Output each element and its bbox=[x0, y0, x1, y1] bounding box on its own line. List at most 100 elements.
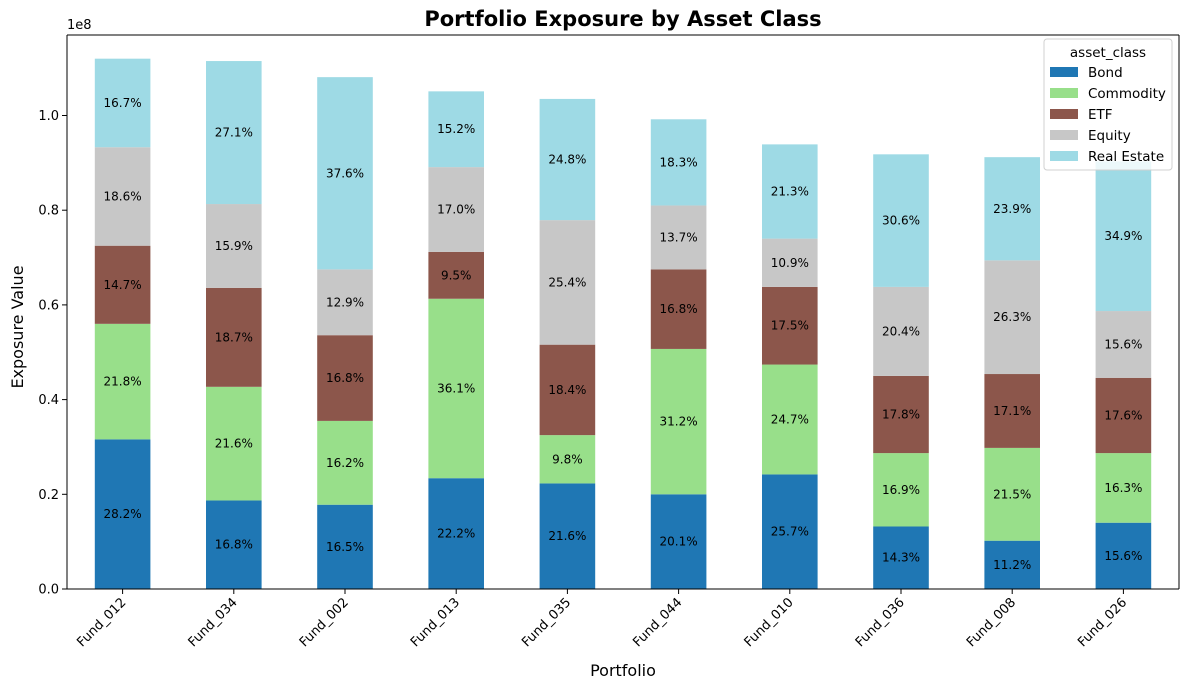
data-label: 24.8% bbox=[548, 153, 586, 167]
bar-etf-fund_034 bbox=[206, 287, 262, 387]
legend-entry-real-estate: Real Estate bbox=[1088, 149, 1164, 165]
x-axis-label: Portfolio bbox=[590, 661, 656, 680]
data-label: 17.0% bbox=[437, 202, 475, 216]
bar-commodity-fund_002 bbox=[317, 420, 373, 505]
legend-entry-etf: ETF bbox=[1088, 107, 1113, 123]
legend-swatch-real-estate bbox=[1050, 151, 1078, 161]
data-label: 20.4% bbox=[882, 324, 920, 338]
bar-real-estate-fund_044 bbox=[650, 119, 707, 206]
x-tick-label: Fund_010 bbox=[742, 595, 797, 650]
data-label: 21.6% bbox=[548, 529, 586, 543]
legend: asset_class Bond Commodity ETF Equity Real Es… bbox=[1043, 38, 1173, 171]
bar-equity-fund_044 bbox=[650, 205, 707, 270]
legend-swatch-etf bbox=[1050, 109, 1078, 119]
data-label: 31.2% bbox=[660, 415, 698, 429]
bar-bond-fund_008 bbox=[984, 540, 1040, 589]
bar-real-estate-fund_012 bbox=[94, 58, 151, 148]
data-label: 18.6% bbox=[104, 189, 142, 203]
bar-etf-fund_035 bbox=[539, 344, 596, 436]
x-tick-label: Fund_012 bbox=[74, 595, 129, 650]
data-label: 14.3% bbox=[882, 551, 920, 565]
bar-commodity-fund_013 bbox=[428, 298, 484, 479]
bar-equity-fund_034 bbox=[206, 204, 262, 288]
data-label: 26.3% bbox=[993, 310, 1031, 324]
bar-etf-fund_044 bbox=[650, 269, 707, 349]
plot-area: 28.2% 21.8% 14.7% 18.6% 16.7% 16.8% 21.6% 18.7%… bbox=[38, 34, 1180, 650]
chart-title: Portfolio Exposure by Asset Class bbox=[424, 7, 821, 31]
bar-equity-fund_002 bbox=[317, 269, 373, 336]
data-label: 15.9% bbox=[215, 239, 253, 253]
bar-etf-fund_008 bbox=[984, 374, 1040, 448]
data-label: 15.2% bbox=[437, 122, 475, 136]
x-tick-label: Fund_035 bbox=[519, 595, 574, 650]
data-label: 21.5% bbox=[993, 487, 1031, 501]
bar-commodity-fund_010 bbox=[762, 364, 818, 475]
data-label: 13.7% bbox=[660, 230, 698, 244]
bar-commodity-fund_044 bbox=[650, 348, 707, 495]
data-label: 17.5% bbox=[771, 319, 809, 333]
bar-commodity-fund_036 bbox=[873, 453, 929, 527]
legend-swatch-commodity bbox=[1050, 88, 1078, 98]
data-label: 16.8% bbox=[326, 371, 364, 385]
data-label: 16.9% bbox=[882, 483, 920, 497]
data-label: 12.9% bbox=[326, 295, 364, 309]
y-tick-label: 0.4 bbox=[38, 393, 59, 408]
bar-bond-fund_010 bbox=[762, 474, 818, 589]
data-label: 27.1% bbox=[215, 126, 253, 140]
data-label: 23.9% bbox=[993, 202, 1031, 216]
y-tick-label: 0.2 bbox=[38, 488, 59, 503]
bar-real-estate-fund_013 bbox=[428, 91, 484, 168]
data-label: 25.4% bbox=[548, 275, 586, 289]
legend-title: asset_class bbox=[1070, 45, 1146, 61]
data-label: 15.6% bbox=[1104, 549, 1142, 563]
data-label: 20.1% bbox=[660, 535, 698, 549]
legend-entry-commodity: Commodity bbox=[1088, 86, 1166, 102]
bar-equity-fund_012 bbox=[94, 147, 151, 246]
bar-real-estate-fund_002 bbox=[317, 77, 373, 270]
y-tick-label: 0.6 bbox=[38, 298, 59, 313]
data-label: 16.2% bbox=[326, 456, 364, 470]
bar-bond-fund_026 bbox=[1095, 522, 1152, 589]
data-label: 16.8% bbox=[215, 538, 253, 552]
data-label: 16.8% bbox=[660, 302, 698, 316]
bar-etf-fund_012 bbox=[94, 245, 151, 324]
data-label: 17.1% bbox=[993, 404, 1031, 418]
bar-equity-fund_035 bbox=[539, 220, 596, 345]
data-label: 18.4% bbox=[548, 383, 586, 397]
data-label: 16.5% bbox=[326, 540, 364, 554]
data-label: 24.7% bbox=[771, 412, 809, 426]
bar-equity-fund_010 bbox=[762, 238, 818, 287]
bar-etf-fund_026 bbox=[1095, 377, 1152, 454]
data-label: 18.7% bbox=[215, 330, 253, 344]
data-label: 25.7% bbox=[771, 525, 809, 539]
bar-bond-fund_034 bbox=[206, 500, 262, 589]
data-label: 37.6% bbox=[326, 166, 364, 180]
bar-bond-fund_036 bbox=[873, 526, 929, 589]
bar-commodity-fund_008 bbox=[984, 447, 1040, 541]
data-label: 15.6% bbox=[1104, 337, 1142, 351]
data-label: 17.6% bbox=[1104, 408, 1142, 422]
x-tick-label: Fund_044 bbox=[630, 595, 685, 650]
data-label: 9.8% bbox=[552, 452, 583, 466]
bar-equity-fund_036 bbox=[873, 286, 929, 376]
data-label: 21.6% bbox=[215, 437, 253, 451]
bar-real-estate-fund_034 bbox=[206, 61, 262, 205]
x-tick-label: Fund_026 bbox=[1075, 595, 1130, 650]
data-label: 17.8% bbox=[882, 408, 920, 422]
y-tick-label: 1.0 bbox=[38, 109, 59, 124]
bar-equity-fund_026 bbox=[1095, 311, 1152, 378]
bar-commodity-fund_034 bbox=[206, 386, 262, 501]
data-label: 14.7% bbox=[104, 278, 142, 292]
x-tick-label: Fund_013 bbox=[408, 595, 463, 650]
bar-commodity-fund_012 bbox=[94, 323, 151, 440]
y-tick-label: 0.0 bbox=[38, 583, 59, 598]
x-tick-label: Fund_034 bbox=[186, 595, 241, 650]
y-tick-label: 0.8 bbox=[38, 204, 59, 219]
bar-real-estate-fund_008 bbox=[984, 157, 1040, 261]
data-label: 11.2% bbox=[993, 558, 1031, 572]
bar-etf-fund_002 bbox=[317, 335, 373, 421]
bar-equity-fund_013 bbox=[428, 167, 484, 252]
x-tick-label: Fund_008 bbox=[964, 595, 1019, 650]
data-label: 21.8% bbox=[104, 375, 142, 389]
